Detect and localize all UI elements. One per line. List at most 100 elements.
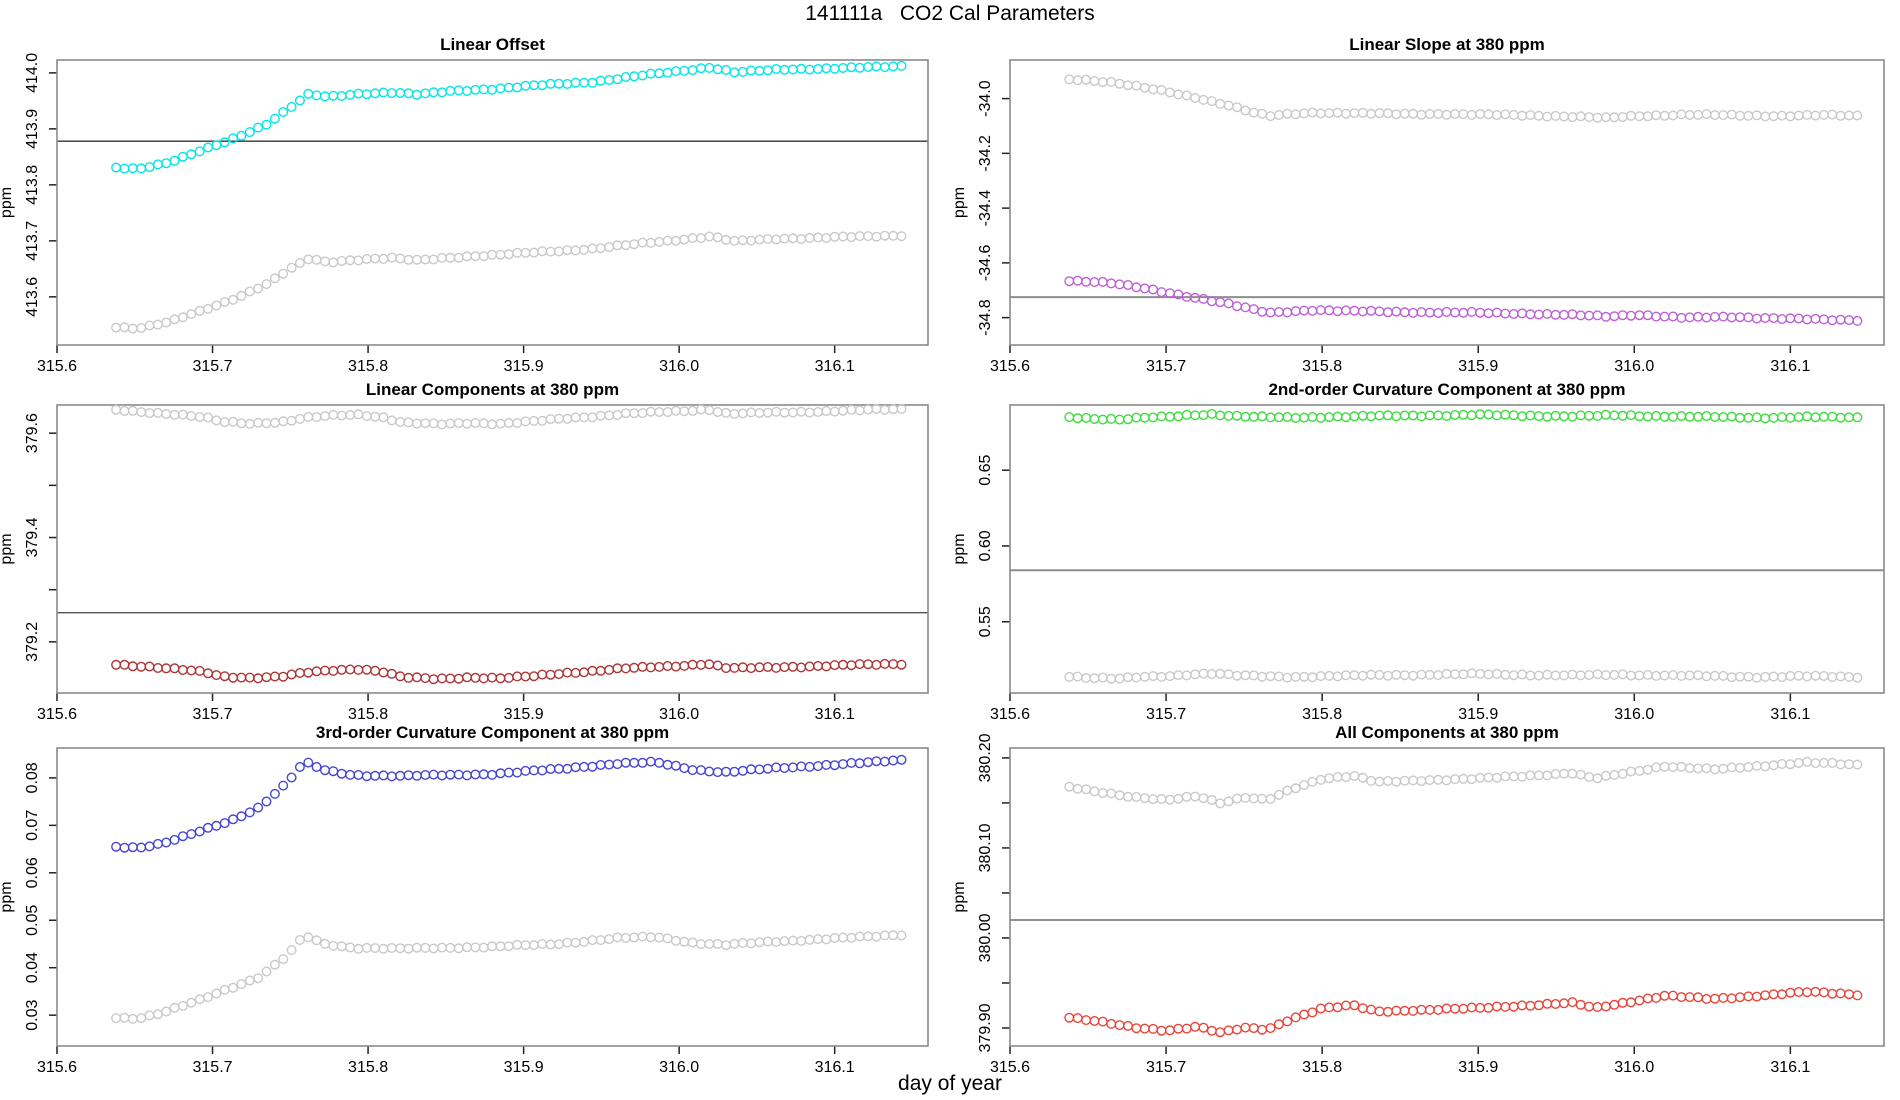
data-point xyxy=(1399,108,1410,119)
data-point xyxy=(1416,109,1427,120)
data-point xyxy=(1760,313,1771,324)
data-point xyxy=(1634,411,1645,422)
data-point xyxy=(1248,1023,1259,1034)
data-point xyxy=(1072,75,1083,86)
data-point xyxy=(386,668,397,679)
data-point xyxy=(303,667,314,678)
data-point xyxy=(612,74,623,85)
data-point xyxy=(1609,311,1620,322)
data-point xyxy=(1173,1023,1184,1034)
y-tick-label: 379.6 xyxy=(24,413,41,453)
x-tick-label: 315.7 xyxy=(1146,358,1186,375)
data-point xyxy=(579,244,590,255)
y-axis-unit: ppm xyxy=(951,533,968,564)
data-point xyxy=(152,319,163,330)
data-point xyxy=(1852,990,1863,1001)
x-tick-label: 316.0 xyxy=(1614,1059,1654,1076)
data-point xyxy=(512,671,523,682)
data-point xyxy=(286,101,297,112)
data-point xyxy=(813,761,824,772)
data-point xyxy=(1483,772,1494,783)
data-point xyxy=(1173,89,1184,100)
data-point xyxy=(1542,669,1553,680)
data-point xyxy=(1625,110,1636,121)
data-point xyxy=(863,757,874,768)
data-point xyxy=(194,305,205,316)
data-point xyxy=(294,413,305,424)
data-point xyxy=(1810,313,1821,324)
data-point xyxy=(553,669,564,680)
data-point xyxy=(1525,1000,1536,1011)
data-point xyxy=(1600,409,1611,420)
data-point xyxy=(1458,1003,1469,1014)
data-point xyxy=(219,984,230,995)
data-point xyxy=(1709,764,1720,775)
data-point xyxy=(1592,669,1603,680)
data-point xyxy=(662,661,673,672)
data-point xyxy=(1642,764,1653,775)
data-point xyxy=(1424,410,1435,421)
panel-title: Linear Components at 380 ppm xyxy=(366,380,619,399)
data-point xyxy=(595,935,606,946)
data-point xyxy=(1651,762,1662,773)
data-point xyxy=(1089,1016,1100,1027)
data-point xyxy=(620,240,631,251)
linear-components-at-380-ppm-firebrick-series xyxy=(111,658,907,685)
panel-0: Linear Offset 315.6 315.7 315.8 315.9 316.0 31… xyxy=(0,35,929,375)
data-point xyxy=(537,80,548,91)
data-point xyxy=(1642,411,1653,422)
y-tick-label: 0.55 xyxy=(977,606,994,637)
data-point xyxy=(579,667,590,678)
data-point xyxy=(1215,410,1226,421)
data-point xyxy=(662,933,673,944)
data-point xyxy=(620,663,631,674)
data-point xyxy=(787,64,798,75)
data-point xyxy=(1399,1005,1410,1016)
data-point xyxy=(746,407,757,418)
data-point xyxy=(411,418,422,429)
data-point xyxy=(244,127,255,138)
data-point xyxy=(712,660,723,671)
data-point xyxy=(403,254,414,265)
data-point xyxy=(838,63,849,74)
data-point xyxy=(1391,306,1402,317)
data-point xyxy=(395,253,406,264)
data-point xyxy=(311,666,322,677)
data-point xyxy=(1366,775,1377,786)
data-point xyxy=(512,418,523,429)
data-point xyxy=(1567,768,1578,779)
data-point xyxy=(1793,987,1804,998)
data-point xyxy=(1810,110,1821,121)
data-point xyxy=(787,233,798,244)
data-point xyxy=(111,841,122,852)
data-point xyxy=(1709,110,1720,121)
data-point xyxy=(754,662,765,673)
data-point xyxy=(645,68,656,79)
data-point xyxy=(1517,771,1528,782)
data-point xyxy=(1240,1022,1251,1033)
data-point xyxy=(1776,989,1787,1000)
x-tick-label: 316.1 xyxy=(815,1059,855,1076)
data-point xyxy=(1718,110,1729,121)
data-point xyxy=(119,322,130,333)
y-tick-label: -34.2 xyxy=(977,135,994,172)
data-point xyxy=(1743,671,1754,682)
data-point xyxy=(1391,411,1402,422)
data-point xyxy=(754,234,765,245)
data-point xyxy=(269,273,280,284)
data-point xyxy=(645,756,656,767)
data-point xyxy=(1089,75,1100,86)
data-point xyxy=(253,122,264,133)
data-point xyxy=(1676,411,1687,422)
y-tick-label: -34.4 xyxy=(977,190,994,227)
data-point xyxy=(1357,670,1368,681)
data-point xyxy=(1768,989,1779,1000)
data-point xyxy=(1357,107,1368,118)
data-point xyxy=(186,309,197,320)
data-point xyxy=(1693,109,1704,120)
data-point xyxy=(1231,410,1242,421)
data-point xyxy=(545,764,556,775)
data-point xyxy=(294,935,305,946)
data-point xyxy=(896,930,907,941)
data-point xyxy=(846,62,857,73)
